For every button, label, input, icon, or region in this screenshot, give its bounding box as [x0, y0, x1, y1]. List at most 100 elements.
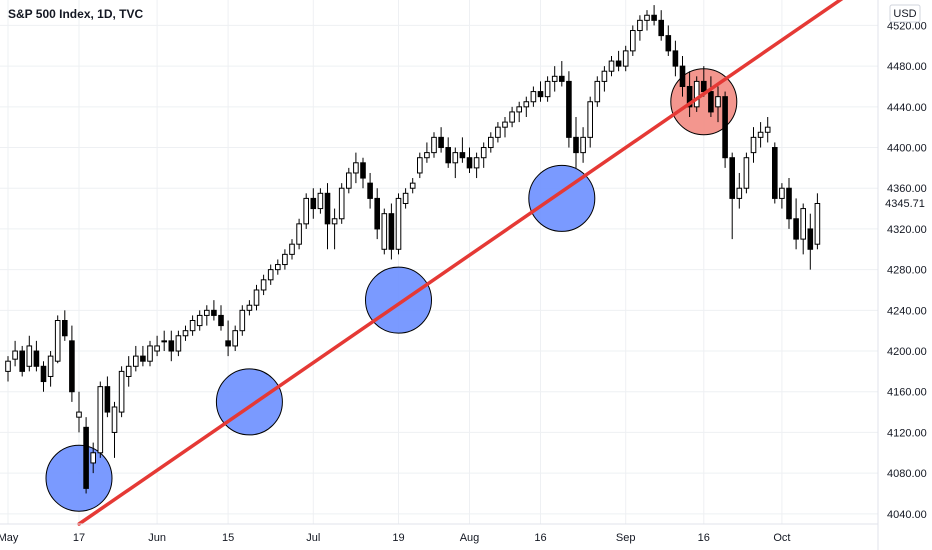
candle-body: [161, 340, 167, 343]
candle-body: [175, 335, 182, 352]
candle-body: [218, 314, 224, 327]
candle-body: [275, 264, 281, 271]
candle-body: [324, 192, 331, 225]
candle-body: [445, 147, 451, 164]
highlight-circle: [365, 266, 432, 334]
candle-body: [672, 50, 679, 67]
candle-body: [12, 350, 18, 360]
candle-body: [253, 289, 260, 306]
y-tick-label: 4280.00: [887, 265, 927, 277]
candle-body: [104, 386, 111, 413]
candle-body: [353, 162, 359, 174]
x-tick-label: Jun: [148, 532, 166, 544]
candle-body: [587, 101, 594, 138]
candle-body: [750, 136, 757, 154]
highlight-circle: [45, 444, 113, 512]
candle-body: [289, 243, 295, 255]
candle-body: [537, 91, 544, 98]
candle-body: [402, 192, 409, 204]
candle-body: [480, 147, 487, 159]
candles: [5, 5, 821, 494]
candle-body: [452, 152, 459, 164]
candle-body: [786, 187, 792, 220]
candle-body: [559, 75, 565, 82]
candle-body: [594, 80, 601, 103]
candle-body: [473, 157, 480, 169]
candle-body: [147, 345, 153, 362]
currency-selector[interactable]: USD: [889, 4, 921, 23]
candle-body: [47, 355, 54, 377]
candle-body: [495, 126, 501, 138]
highlight-circle: [215, 368, 283, 436]
candle-body: [679, 65, 686, 87]
candle-body: [239, 309, 246, 332]
candle-body: [466, 157, 473, 169]
y-tick-label: 4200.00: [887, 346, 927, 358]
candle-body: [54, 320, 61, 362]
candle-body: [154, 345, 160, 352]
x-tick-label: 16: [534, 532, 546, 544]
candle-body: [665, 35, 672, 52]
candle-body: [125, 365, 132, 377]
candle-body: [296, 223, 302, 245]
candle-body: [523, 101, 530, 108]
candle-body: [19, 350, 25, 372]
y-tick-label: 4120.00: [887, 427, 927, 439]
candle-body: [573, 136, 579, 154]
candle-body: [225, 340, 231, 347]
candle-body: [97, 386, 104, 454]
y-tick-label: 4080.00: [887, 468, 927, 480]
candle-body: [424, 152, 430, 159]
candle-body: [76, 411, 82, 418]
candle-body: [118, 370, 125, 413]
candle-body: [708, 91, 714, 113]
candle-body: [608, 60, 615, 72]
y-tick-label: 4360.00: [887, 183, 927, 195]
candle-body: [246, 304, 253, 311]
candle-body: [693, 80, 700, 108]
candle-body: [182, 330, 189, 337]
candle-body: [374, 197, 380, 230]
candle-body: [260, 279, 267, 291]
candle-body: [331, 218, 338, 225]
trendline: [77, 0, 844, 526]
candle-body: [779, 187, 785, 199]
candle-body: [764, 126, 771, 133]
candle-body: [346, 172, 352, 189]
candle-body: [303, 197, 309, 225]
x-tick-label: 19: [392, 532, 404, 544]
trendline-layer: [77, 0, 844, 526]
x-tick-label: Jul: [306, 532, 320, 544]
x-tick-label: Oct: [773, 532, 790, 544]
candle-body: [736, 187, 743, 199]
candle-body: [686, 85, 693, 108]
candle-body: [140, 355, 146, 362]
y-tick-label: 4520.00: [887, 20, 927, 32]
candle-body: [509, 111, 515, 123]
candle-body: [715, 96, 721, 108]
candle-body: [5, 360, 11, 372]
last-price-box: [879, 193, 932, 212]
candle-body: [267, 269, 274, 281]
candle-body: [40, 365, 47, 383]
candle-body: [438, 136, 444, 149]
y-tick-label: 4440.00: [887, 102, 927, 114]
candle-body: [615, 60, 622, 67]
candle-body: [601, 70, 608, 82]
y-tick-label: 4480.00: [887, 61, 927, 73]
candle-body: [488, 136, 494, 149]
candle-body: [807, 228, 814, 250]
currency-label: USD: [893, 8, 916, 20]
x-tick-label: 16: [698, 532, 710, 544]
candle-body: [90, 452, 97, 464]
currency-box[interactable]: [889, 4, 921, 23]
candle-body: [516, 106, 523, 113]
candle-body: [743, 157, 750, 189]
candle-body: [310, 197, 317, 210]
candle-body: [566, 80, 572, 138]
y-axis: 4040.00 4080.00 4120.00 4160.00 4200.00 4240.…: [877, 0, 927, 550]
candle-body: [544, 80, 551, 98]
